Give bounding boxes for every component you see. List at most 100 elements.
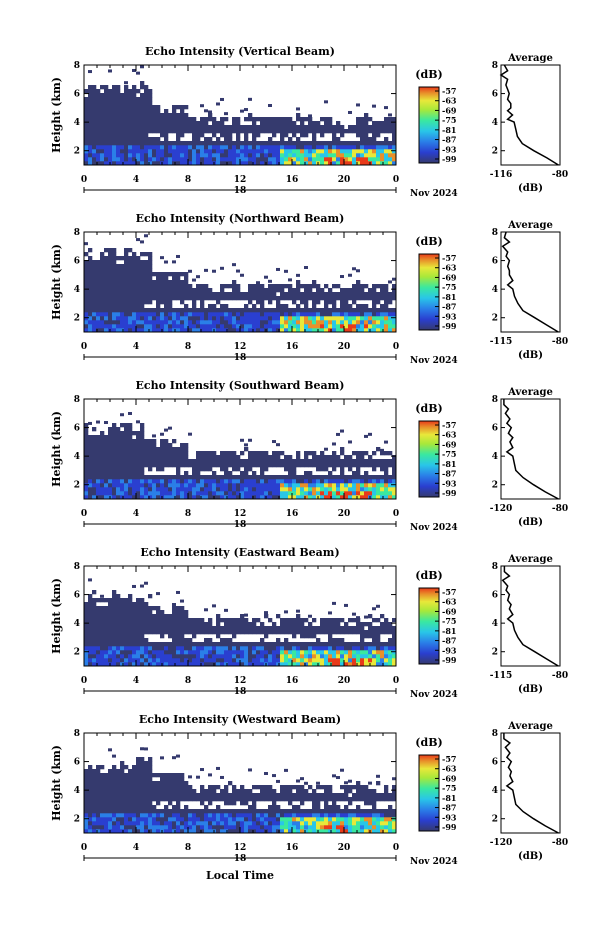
heatmap-cell [96, 105, 101, 110]
heatmap-cell [248, 97, 252, 101]
heatmap-cell [320, 308, 325, 313]
heatmap-cell [164, 487, 169, 492]
heatmap-cell [140, 308, 145, 313]
heatmap-cell [308, 654, 313, 659]
heatmap-cell [180, 157, 185, 162]
heatmap-cell [136, 598, 141, 603]
heatmap-cell [96, 324, 101, 329]
heatmap-cell [336, 662, 341, 667]
heatmap-cell [96, 268, 101, 273]
heatmap-cell [324, 292, 329, 297]
heatmap-cell [388, 324, 393, 329]
heatmap-cell [280, 149, 285, 154]
heatmap-cell [116, 622, 121, 627]
heatmap-cell [128, 280, 133, 285]
heatmap-cell [148, 264, 153, 269]
beam-panel: Echo Intensity (Eastward Beam)Height (km… [50, 546, 568, 700]
heatmap-cell [236, 646, 241, 651]
heatmap-cell [224, 825, 229, 830]
heatmap-cell [112, 117, 117, 122]
heatmap-cell [92, 125, 97, 130]
heatmap-cell [304, 495, 309, 500]
heatmap-cell [124, 495, 129, 500]
heatmap-cell [272, 483, 277, 488]
heatmap-cell [176, 829, 181, 834]
heatmap-cell [220, 475, 225, 480]
heatmap-cell [200, 125, 205, 130]
heatmap-cell [296, 113, 301, 118]
heatmap-cell [140, 296, 145, 301]
heatmap-cell [228, 145, 233, 150]
heatmap-cell [140, 304, 145, 309]
heatmap-cell [164, 646, 169, 651]
heatmap-cell [224, 459, 229, 464]
heatmap-cell [248, 658, 253, 663]
heatmap-cell [128, 284, 133, 289]
heatmap-cell [328, 296, 333, 301]
heatmap-cell [120, 101, 125, 106]
heatmap-cell [184, 125, 189, 130]
heatmap-cell [92, 89, 97, 94]
heatmap-cell [172, 157, 177, 162]
heatmap-cell [108, 646, 113, 651]
heatmap-cell [332, 459, 337, 464]
heatmap-cell [336, 432, 340, 436]
x-tick-label: 8 [185, 342, 191, 352]
heatmap-cell [112, 121, 117, 126]
heatmap-cell [116, 109, 121, 114]
heatmap-cell [132, 443, 137, 448]
heatmap-cell [208, 630, 213, 635]
heatmap-cell [84, 125, 89, 130]
heatmap-cell [308, 622, 313, 627]
heatmap-cell [304, 328, 309, 333]
heatmap-cell [136, 312, 141, 317]
heatmap-cell [172, 658, 177, 663]
colorbar-tick-label: -69 [442, 105, 457, 115]
heatmap-cell [276, 638, 281, 643]
heatmap-cell [380, 448, 384, 452]
heatmap-cell [172, 606, 177, 611]
heatmap-cell [108, 789, 113, 794]
colorbar [418, 420, 440, 498]
heatmap-cell [208, 825, 213, 830]
heatmap-cell [88, 793, 93, 798]
heatmap-cell [304, 491, 309, 496]
heatmap-cell [252, 654, 257, 659]
heatmap-cell [112, 260, 117, 265]
heatmap-cell [200, 324, 205, 329]
heatmap-cell [136, 777, 141, 782]
heatmap-cell [224, 829, 229, 834]
heatmap-cell [92, 149, 97, 154]
heatmap-cell [144, 300, 149, 305]
heatmap-cell [124, 300, 129, 305]
heatmap-cell [156, 610, 161, 615]
heatmap-cell [244, 443, 248, 447]
heatmap-cell [340, 161, 345, 166]
heatmap-cell [96, 145, 101, 150]
colorbar-tick-label: -75 [442, 115, 456, 125]
heatmap-cell [112, 93, 117, 98]
heatmap-cell [148, 296, 153, 301]
heatmap-cell [344, 603, 348, 607]
heatmap-cell [384, 288, 389, 293]
heatmap-cell [296, 273, 300, 277]
heatmap-cell [356, 491, 361, 496]
heatmap-cell [180, 113, 185, 118]
heatmap-cell [320, 662, 325, 667]
heatmap-cell [112, 324, 117, 329]
heatmap-cell [124, 455, 129, 460]
heatmap-cell [172, 109, 177, 114]
heatmap-cell [276, 324, 281, 329]
heatmap-cell [328, 455, 333, 460]
heatmap-cell [128, 272, 133, 277]
heatmap-cell [212, 825, 217, 830]
heatmap-cell [388, 662, 393, 667]
heatmap-cell [340, 300, 345, 305]
heatmap-cell [292, 312, 297, 317]
heatmap-cell [260, 487, 265, 492]
y-tick-label: 6 [74, 257, 80, 267]
colorbar-tick-label: -93 [442, 311, 457, 321]
heatmap-cell [116, 813, 121, 818]
heatmap-cell [216, 125, 221, 130]
heatmap-cell [116, 455, 121, 460]
